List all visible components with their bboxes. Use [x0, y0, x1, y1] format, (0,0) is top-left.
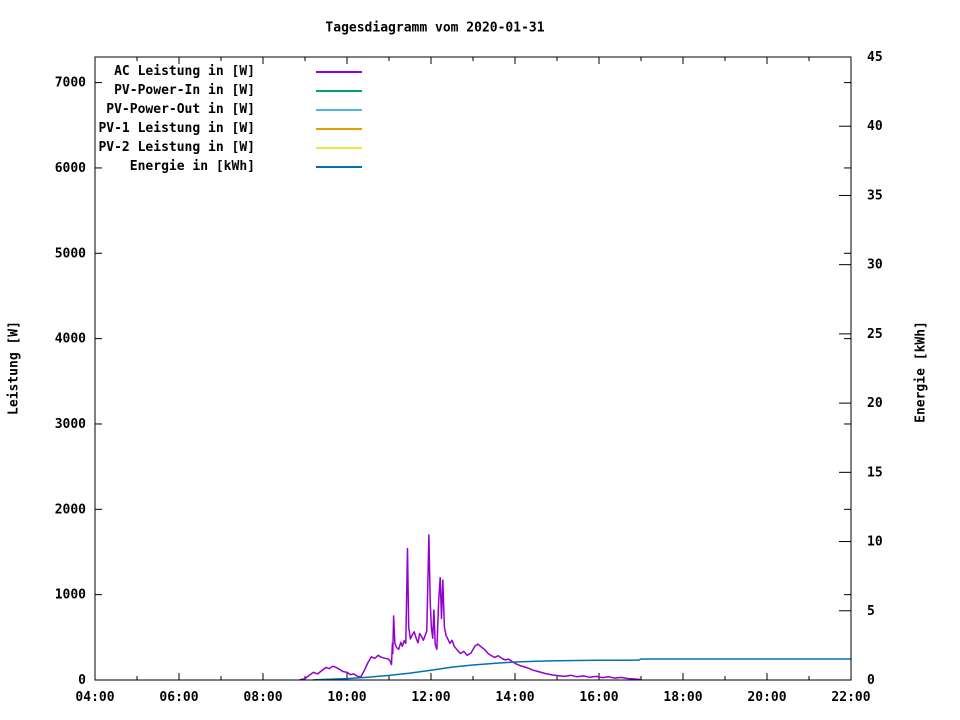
svg-text:20:00: 20:00: [747, 690, 786, 705]
legend-item-label: AC Leistung in [W]: [114, 64, 255, 79]
legend-item: Energie in [kWh]: [25, 157, 362, 176]
svg-text:14:00: 14:00: [495, 690, 534, 705]
legend-item: PV-Power-In in [W]: [25, 81, 362, 100]
axis-tick-labels: 04:00 06:00 08:00 10:00 12:00 14:00 16:00 18:00…: [55, 50, 883, 705]
legend-item-label: PV-Power-Out in [W]: [106, 102, 255, 117]
legend-item: PV-1 Leistung in [W]: [25, 119, 362, 138]
svg-text:25: 25: [867, 327, 883, 342]
series-lines: [299, 534, 852, 681]
svg-text:30: 30: [867, 258, 883, 273]
legend-item: PV-2 Leistung in [W]: [25, 138, 362, 157]
legend-item: PV-Power-Out in [W]: [25, 100, 362, 119]
svg-text:0: 0: [78, 673, 86, 688]
svg-text:4000: 4000: [55, 332, 86, 347]
line-sample-icon: [316, 146, 362, 149]
plot-border: [94, 56, 852, 681]
svg-text:5000: 5000: [55, 246, 86, 261]
svg-text:20: 20: [867, 396, 883, 411]
legend-item-label: Energie in [kWh]: [129, 159, 255, 174]
svg-text:0: 0: [867, 673, 875, 688]
chart-title: Tagesdiagramm vom 2020-01-31: [325, 20, 545, 36]
svg-text:35: 35: [867, 188, 883, 203]
svg-text:45: 45: [867, 50, 883, 65]
svg-text:5: 5: [867, 604, 875, 619]
y2-axis-title: Energie [kWh]: [913, 321, 929, 423]
svg-text:06:00: 06:00: [159, 690, 198, 705]
svg-text:2000: 2000: [55, 502, 86, 517]
svg-text:10: 10: [867, 535, 883, 550]
svg-text:18:00: 18:00: [663, 690, 702, 705]
svg-text:12:00: 12:00: [411, 690, 450, 705]
svg-text:16:00: 16:00: [579, 690, 618, 705]
legend: AC Leistung in [W] PV-Power-In in [W] PV…: [25, 62, 362, 176]
line-sample-icon: [316, 165, 362, 168]
y1-axis-title: Leistung [W]: [6, 321, 22, 415]
series-line-ac-leistung-in-w: [299, 534, 642, 681]
svg-text:3000: 3000: [55, 417, 86, 432]
line-sample-icon: [316, 70, 362, 73]
legend-item: AC Leistung in [W]: [25, 62, 362, 81]
svg-text:15: 15: [867, 465, 883, 480]
line-sample-icon: [316, 108, 362, 111]
line-sample-icon: [316, 127, 362, 130]
line-sample-icon: [316, 89, 362, 92]
svg-text:6000: 6000: [55, 161, 86, 176]
svg-text:10:00: 10:00: [327, 690, 366, 705]
svg-text:22:00: 22:00: [831, 690, 870, 705]
svg-text:7000: 7000: [55, 76, 86, 91]
legend-item-label: PV-1 Leistung in [W]: [98, 121, 255, 136]
svg-text:04:00: 04:00: [75, 690, 114, 705]
legend-item-label: PV-Power-In in [W]: [114, 83, 255, 98]
series-line-energie-in-kwh: [312, 658, 852, 681]
svg-text:40: 40: [867, 119, 883, 134]
svg-text:08:00: 08:00: [243, 690, 282, 705]
svg-text:1000: 1000: [55, 588, 86, 603]
legend-item-label: PV-2 Leistung in [W]: [98, 140, 255, 155]
